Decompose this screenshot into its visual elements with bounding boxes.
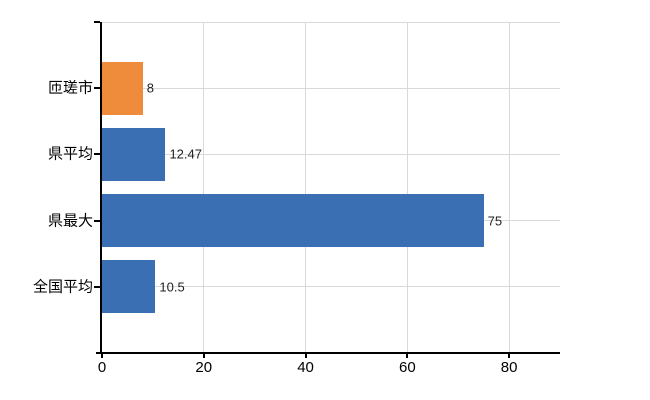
y-tick-mark [94, 219, 100, 222]
x-gridline [406, 22, 408, 353]
bar [102, 260, 156, 314]
y-tick-mark [94, 87, 100, 90]
y-tick-mark [94, 21, 100, 23]
x-tick-label: 20 [195, 359, 213, 376]
plot-top-gridline [102, 22, 560, 23]
category-label: 匝瑳市 [47, 79, 93, 97]
x-tick-mark [202, 354, 205, 358]
category-gridline [102, 153, 560, 155]
bar-value-label: 8 [146, 80, 154, 96]
bar-value-label: 10.5 [159, 279, 185, 295]
bar [102, 127, 166, 181]
x-tick-label: 60 [398, 359, 416, 376]
x-tick-mark [304, 354, 307, 358]
x-tick-label: 0 [97, 359, 107, 376]
bar-value-label: 12.47 [169, 146, 202, 162]
x-tick-mark [406, 354, 409, 358]
plot-area: 8 12.47 75 10.5 [102, 22, 560, 353]
category-gridline [102, 87, 560, 89]
category-gridline [102, 286, 560, 288]
y-tick-mark [94, 285, 100, 288]
x-tick-label: 80 [500, 359, 518, 376]
x-tick-mark [101, 354, 103, 358]
y-axis-line [100, 22, 102, 353]
x-tick-label: 40 [297, 359, 314, 376]
category-label: 県平均 [47, 145, 93, 163]
category-label: 全国平均 [32, 278, 93, 296]
x-gridline [305, 22, 307, 353]
x-gridline [203, 22, 205, 353]
category-label: 県最大 [47, 212, 93, 230]
bar-value-label: 75 [487, 213, 503, 229]
x-gridline [508, 22, 510, 353]
bar [102, 61, 143, 115]
y-tick-mark [94, 153, 100, 156]
x-tick-mark [508, 354, 511, 358]
x-axis-line [96, 352, 560, 354]
bar [102, 194, 484, 248]
